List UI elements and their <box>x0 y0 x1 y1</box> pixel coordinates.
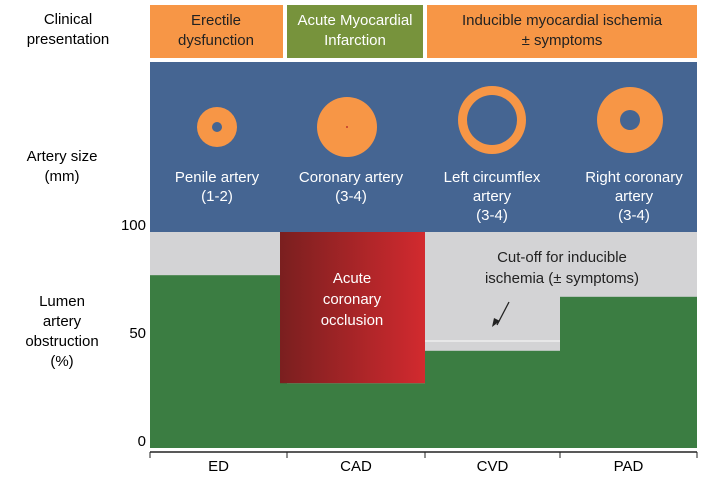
occlusion-text: coronary <box>323 291 382 308</box>
row-label: obstruction <box>25 333 98 350</box>
header-cell <box>427 5 697 58</box>
row-label: (mm) <box>45 168 80 185</box>
x-tick-label: CAD <box>340 458 372 475</box>
row-label: Lumen <box>39 293 85 310</box>
occlusion-box <box>280 232 425 384</box>
obstruction-area <box>425 350 560 448</box>
row-label: artery <box>43 313 82 330</box>
artery-lumen <box>212 122 222 132</box>
obstruction-area <box>560 296 697 448</box>
artery-caption: artery <box>473 188 512 205</box>
obstruction-area <box>287 383 425 448</box>
artery-lumen <box>620 110 640 130</box>
cutoff-text: Cut-off for inducible <box>497 249 627 266</box>
artery-caption: Right coronary <box>585 169 683 186</box>
row-label: presentation <box>27 31 110 48</box>
obstruction-area <box>150 275 287 448</box>
header-text: dysfunction <box>178 32 254 49</box>
occlusion-text: occlusion <box>321 312 384 329</box>
artery-lumen <box>346 126 348 128</box>
x-tick-label: ED <box>208 458 229 475</box>
artery-caption: (3-4) <box>476 207 508 224</box>
header-text: ± symptoms <box>522 32 603 49</box>
y-tick-label: 0 <box>138 433 146 450</box>
x-tick-label: CVD <box>477 458 509 475</box>
header-text: Infarction <box>324 32 386 49</box>
cutoff-text: ischemia (± symptoms) <box>485 270 639 287</box>
header-cell <box>287 5 423 58</box>
artery-icons <box>197 86 663 157</box>
artery-caption: Coronary artery <box>299 169 404 186</box>
arrow-head <box>492 318 500 327</box>
header-text: Acute Myocardial <box>297 12 412 29</box>
artery-lumen <box>467 95 517 145</box>
header-text: Erectile <box>191 12 241 29</box>
artery-caption: (3-4) <box>335 188 367 205</box>
y-tick-label: 50 <box>129 325 146 342</box>
artery-caption: Penile artery <box>175 169 260 186</box>
row-label: Clinical <box>44 11 92 28</box>
y-tick-label: 100 <box>121 217 146 234</box>
row-label: (%) <box>50 353 73 370</box>
artery-caption: artery <box>615 188 654 205</box>
artery-caption: (1-2) <box>201 188 233 205</box>
row-label: Artery size <box>27 148 98 165</box>
artery-caption: Left circumflex <box>444 169 541 186</box>
header-text: Inducible myocardial ischemia <box>462 12 663 29</box>
x-tick-label: PAD <box>614 458 644 475</box>
artery-caption: (3-4) <box>618 207 650 224</box>
header-cell <box>150 5 283 58</box>
artery-panel <box>150 62 697 232</box>
occlusion-text: Acute <box>333 270 371 287</box>
